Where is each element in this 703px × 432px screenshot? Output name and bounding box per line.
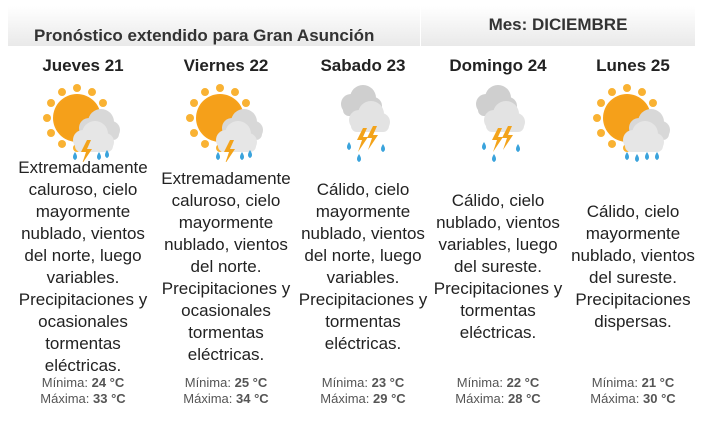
min-label: Mínima: bbox=[591, 375, 638, 390]
month-bar: Mes: DICIEMBRE bbox=[421, 6, 695, 46]
min-label: Mínima: bbox=[456, 375, 503, 390]
max-temp: 30 °C bbox=[643, 391, 676, 406]
max-label: Máxima: bbox=[590, 391, 640, 406]
month-label: Mes: DICIEMBRE bbox=[488, 15, 628, 34]
temperatures: Mínima: 23 °C Máxima: 29 °C bbox=[292, 375, 434, 407]
max-label: Máxima: bbox=[183, 391, 233, 406]
forecast-title: Pronóstico extendido para Gran Asunción bbox=[34, 26, 375, 45]
temperatures: Mínima: 24 °C Máxima: 33 °C bbox=[12, 375, 154, 407]
storm-cloud-icon bbox=[323, 82, 403, 162]
min-label: Mínima: bbox=[41, 375, 88, 390]
sun-cloud-storm-icon bbox=[43, 82, 123, 164]
day-name: Domingo 24 bbox=[449, 56, 547, 75]
min-label: Mínima: bbox=[321, 375, 368, 390]
temperatures: Mínima: 25 °C Máxima: 34 °C bbox=[155, 375, 297, 407]
storm-cloud-icon bbox=[458, 82, 538, 162]
day-name: Lunes 25 bbox=[596, 56, 670, 75]
forecast-day: Jueves 21 Extremadamente caluroso, cielo… bbox=[12, 48, 154, 407]
day-description: Cálido, cielo mayormente nublado, viento… bbox=[298, 180, 428, 353]
max-label: Máxima: bbox=[320, 391, 370, 406]
temperatures: Mínima: 21 °C Máxima: 30 °C bbox=[562, 375, 703, 407]
day-description: Extremadamente caluroso, cielo mayorment… bbox=[161, 169, 291, 364]
min-temp: 25 °C bbox=[234, 375, 268, 390]
sun-cloud-storm-icon bbox=[186, 82, 266, 164]
max-temp: 29 °C bbox=[373, 391, 406, 406]
max-label: Máxima: bbox=[40, 391, 90, 406]
forecast-day: Domingo 24 Cálido, cielo nublado, viento… bbox=[427, 48, 569, 407]
max-temp: 28 °C bbox=[508, 391, 541, 406]
min-temp: 21 °C bbox=[641, 375, 675, 390]
day-description: Cálido, cielo nublado, vientos variables… bbox=[433, 191, 563, 342]
max-temp: 34 °C bbox=[236, 391, 269, 406]
max-label: Máxima: bbox=[455, 391, 505, 406]
day-name: Jueves 21 bbox=[42, 56, 124, 75]
forecast-day: Sabado 23 Cálido, cielo mayormente nubla… bbox=[292, 48, 434, 407]
day-description: Cálido, cielo mayormente nublado, viento… bbox=[571, 202, 695, 331]
min-label: Mínima: bbox=[184, 375, 231, 390]
temperatures: Mínima: 22 °C Máxima: 28 °C bbox=[427, 375, 569, 407]
min-temp: 22 °C bbox=[506, 375, 540, 390]
max-temp: 33 °C bbox=[93, 391, 126, 406]
day-name: Viernes 22 bbox=[183, 56, 269, 75]
forecast-title-bar: Pronóstico extendido para Gran Asunción bbox=[8, 6, 420, 46]
min-temp: 24 °C bbox=[91, 375, 125, 390]
sun-cloud-rain-icon bbox=[593, 82, 673, 162]
day-description: Extremadamente caluroso, cielo mayorment… bbox=[18, 158, 148, 375]
min-temp: 23 °C bbox=[371, 375, 405, 390]
day-name: Sabado 23 bbox=[320, 56, 406, 75]
forecast-day: Viernes 22 Extremadamente caluroso, ciel… bbox=[155, 48, 297, 407]
forecast-day: Lunes 25 Cálido, cielo mayormente nublad… bbox=[562, 48, 703, 407]
